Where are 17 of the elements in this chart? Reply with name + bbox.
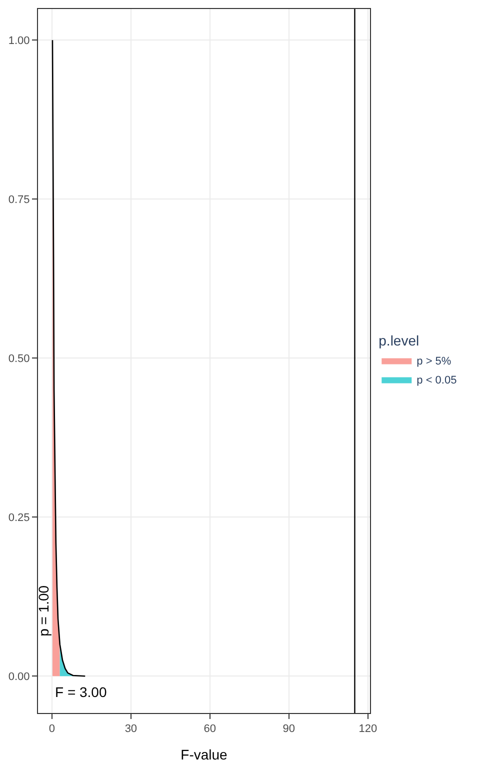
x-axis-title: F-value (180, 746, 228, 762)
legend-label: p > 5% (416, 355, 452, 368)
x-tick-label: 60 (204, 723, 216, 736)
annotation: p = 1.00 (35, 585, 52, 636)
y-tick-label: 0.75 (8, 194, 30, 206)
x-tick-label: 120 (358, 723, 378, 736)
legend-label: p < 0.05 (416, 374, 457, 386)
x-tick-label: 30 (124, 723, 138, 736)
legend-title: p.level (378, 332, 420, 349)
x-tick-label: 0 (48, 723, 56, 736)
y-tick-label: 0.25 (8, 512, 30, 524)
y-tick-label: 1.00 (8, 35, 30, 48)
annotation: F = 3.00 (55, 684, 107, 700)
line-series (52, 40, 86, 677)
y-tick-label: 0.00 (8, 670, 30, 683)
y-tick-label: 0.50 (8, 352, 30, 365)
x-tick-label: 90 (282, 723, 296, 736)
